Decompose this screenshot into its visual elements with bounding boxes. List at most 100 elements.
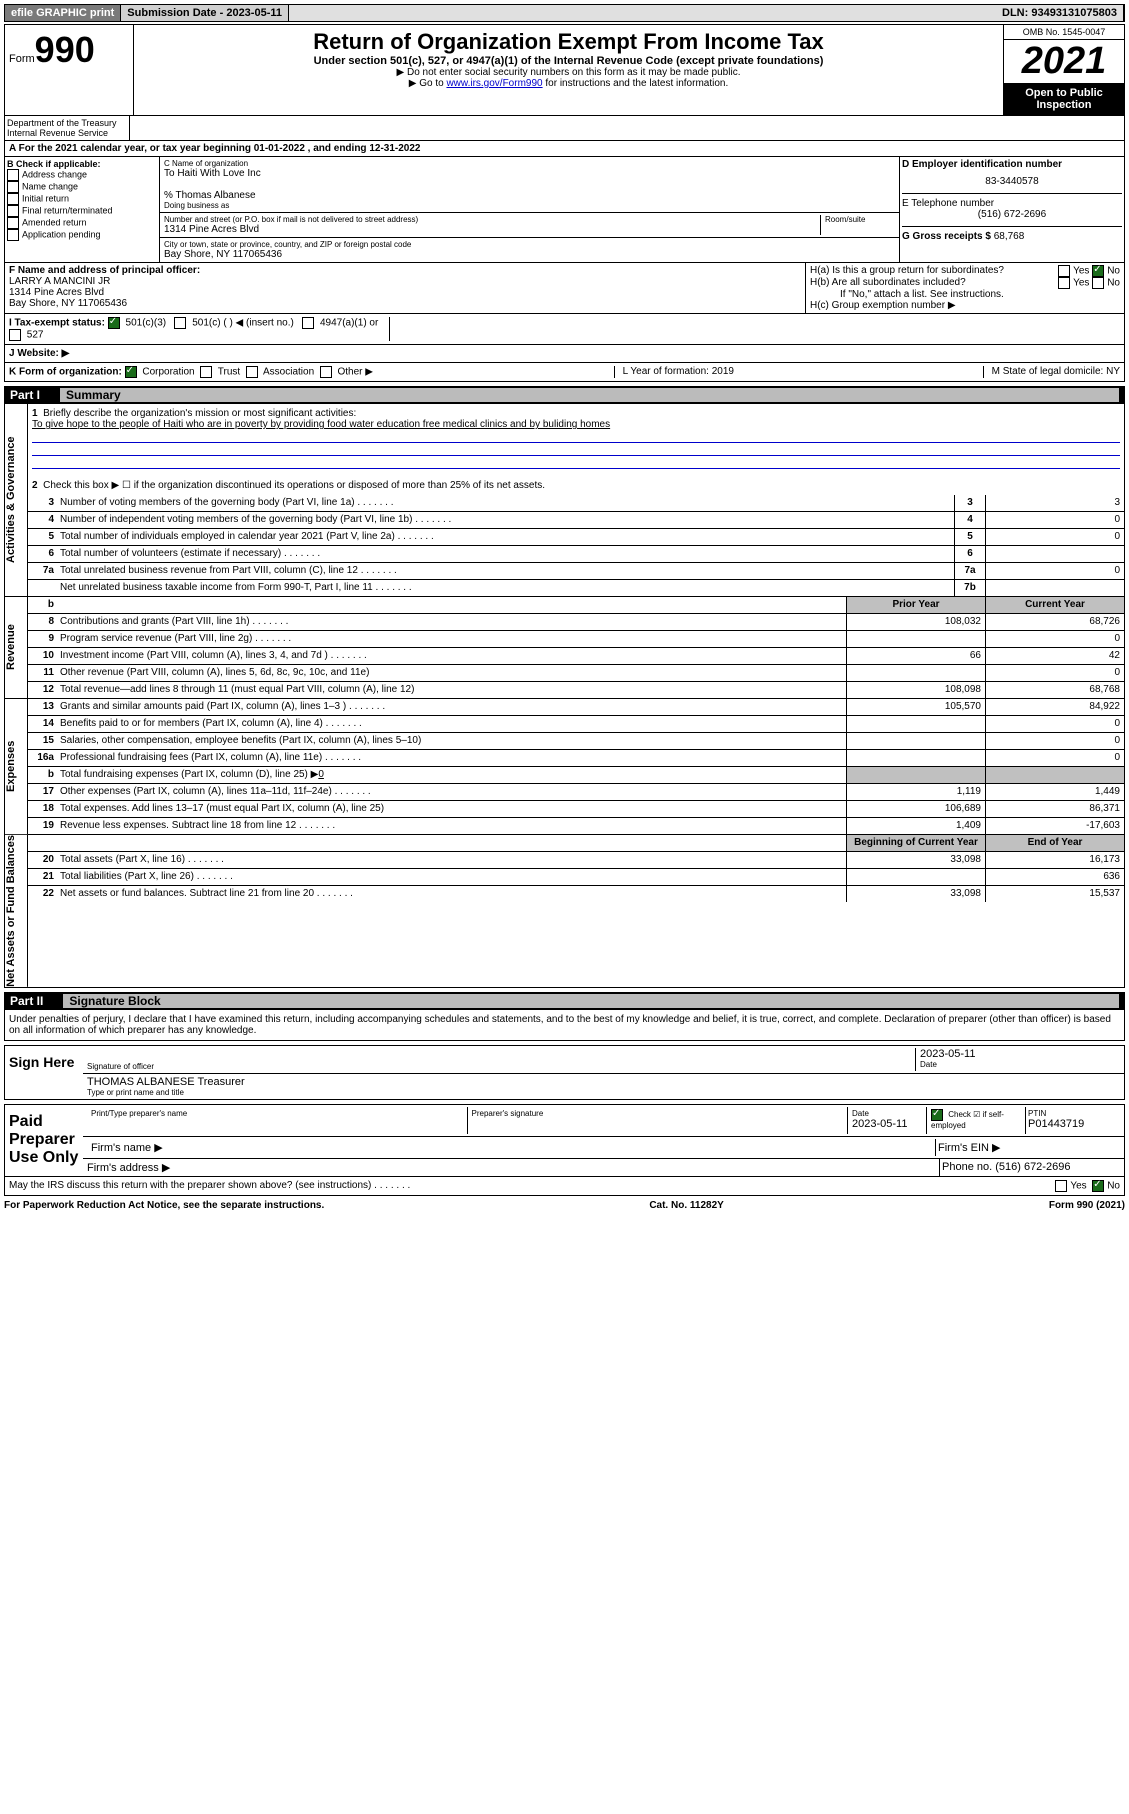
v4: 0 xyxy=(985,512,1124,528)
v6 xyxy=(985,546,1124,562)
cb-trust[interactable] xyxy=(200,366,212,378)
cb-app-pending[interactable] xyxy=(7,229,19,241)
e21: 636 xyxy=(985,869,1124,885)
c15: 0 xyxy=(985,733,1124,749)
cb-name-change[interactable] xyxy=(7,181,19,193)
col-f-officer: F Name and address of principal officer:… xyxy=(5,263,806,313)
cb-discuss-yes[interactable] xyxy=(1055,1180,1067,1192)
sig-date: 2023-05-11 xyxy=(920,1048,1120,1060)
c17: 1,449 xyxy=(985,784,1124,800)
cb-501c[interactable] xyxy=(174,317,186,329)
dept-row: Department of the Treasury Internal Reve… xyxy=(4,116,1125,141)
part1-header: Part ISummary xyxy=(4,386,1125,404)
row-k-form-org: K Form of organization: Corporation Trus… xyxy=(4,363,1125,382)
note-1: ▶ Do not enter social security numbers o… xyxy=(138,67,999,78)
cb-527[interactable] xyxy=(9,329,21,341)
col-d-ein: D Employer identification number 83-3440… xyxy=(900,157,1124,262)
cb-ha-yes[interactable] xyxy=(1058,265,1070,277)
ptin: P01443719 xyxy=(1028,1118,1118,1130)
net-assets-section: Net Assets or Fund Balances Beginning of… xyxy=(4,835,1125,988)
officer-name-title: THOMAS ALBANESE Treasurer xyxy=(87,1076,1120,1088)
p9 xyxy=(846,631,985,647)
page-footer: For Paperwork Reduction Act Notice, see … xyxy=(4,1200,1125,1211)
cb-address-change[interactable] xyxy=(7,169,19,181)
irs-link[interactable]: www.irs.gov/Form990 xyxy=(446,78,542,89)
c10: 42 xyxy=(985,648,1124,664)
cb-501c3[interactable] xyxy=(108,317,120,329)
b21 xyxy=(846,869,985,885)
mission-text: To give hope to the people of Haiti who … xyxy=(32,419,610,430)
signature-block: Under penalties of perjury, I declare th… xyxy=(4,1010,1125,1041)
v3: 3 xyxy=(985,495,1124,511)
row-j-website: J Website: ▶ xyxy=(4,345,1125,363)
open-inspection: Open to Public Inspection xyxy=(1004,83,1124,115)
cb-final-return[interactable] xyxy=(7,205,19,217)
c9: 0 xyxy=(985,631,1124,647)
may-irs-discuss: May the IRS discuss this return with the… xyxy=(4,1177,1125,1196)
cb-assoc[interactable] xyxy=(246,366,258,378)
c16a: 0 xyxy=(985,750,1124,766)
cb-other[interactable] xyxy=(320,366,332,378)
c11: 0 xyxy=(985,665,1124,681)
form-header: Form990 Return of Organization Exempt Fr… xyxy=(4,24,1125,116)
b22: 33,098 xyxy=(846,886,985,902)
cb-self-employed[interactable] xyxy=(931,1109,943,1121)
top-bar: efile GRAPHIC print Submission Date - 20… xyxy=(4,4,1125,22)
row-i-tax-status: I Tax-exempt status: 501(c)(3) 501(c) ( … xyxy=(4,314,1125,345)
v7a: 0 xyxy=(985,563,1124,579)
cb-hb-yes[interactable] xyxy=(1058,277,1070,289)
cb-discuss-no[interactable] xyxy=(1092,1180,1104,1192)
efile-btn[interactable]: efile GRAPHIC print xyxy=(5,5,121,21)
org-name: To Haiti With Love Inc xyxy=(164,168,895,179)
v5: 0 xyxy=(985,529,1124,545)
b20: 33,098 xyxy=(846,852,985,868)
p12: 108,098 xyxy=(846,682,985,698)
cb-hb-no[interactable] xyxy=(1092,277,1104,289)
section-fgh: F Name and address of principal officer:… xyxy=(4,263,1125,314)
part2-header: Part IISignature Block xyxy=(4,992,1125,1010)
activities-governance: Activities & Governance 1 Briefly descri… xyxy=(4,404,1125,597)
form-title: Return of Organization Exempt From Incom… xyxy=(138,29,999,55)
dept-treasury: Department of the Treasury Internal Reve… xyxy=(5,116,130,140)
side-na: Net Assets or Fund Balances xyxy=(5,835,28,987)
expenses-section: Expenses 13Grants and similar amounts pa… xyxy=(4,699,1125,835)
cb-amended[interactable] xyxy=(7,217,19,229)
cb-initial-return[interactable] xyxy=(7,193,19,205)
p15 xyxy=(846,733,985,749)
side-rev: Revenue xyxy=(5,597,28,698)
gross-receipts: 68,768 xyxy=(994,231,1025,242)
row-a-tax-year: A For the 2021 calendar year, or tax yea… xyxy=(4,141,1125,157)
p14 xyxy=(846,716,985,732)
year-formation: L Year of formation: 2019 xyxy=(614,366,742,378)
p10: 66 xyxy=(846,648,985,664)
submission-date: Submission Date - 2023-05-11 xyxy=(121,5,289,21)
p16a xyxy=(846,750,985,766)
c12: 68,768 xyxy=(985,682,1124,698)
c19: -17,603 xyxy=(985,818,1124,834)
v7b xyxy=(985,580,1124,596)
form-number-box: Form990 xyxy=(5,25,134,115)
p8: 108,032 xyxy=(846,614,985,630)
omb-number: OMB No. 1545-0047 xyxy=(1004,25,1124,40)
revenue-section: Revenue bPrior YearCurrent Year 8Contrib… xyxy=(4,597,1125,699)
c14: 0 xyxy=(985,716,1124,732)
col-c-org-info: C Name of organization To Haiti With Lov… xyxy=(160,157,900,262)
care-of: % Thomas Albanese xyxy=(164,190,895,201)
col-h-group: H(a) Is this a group return for subordin… xyxy=(806,263,1124,313)
section-bcd: B Check if applicable: Address change Na… xyxy=(4,157,1125,263)
p19: 1,409 xyxy=(846,818,985,834)
dln: DLN: 93493131075803 xyxy=(996,5,1124,21)
cb-ha-no[interactable] xyxy=(1092,265,1104,277)
e22: 15,537 xyxy=(985,886,1124,902)
c13: 84,922 xyxy=(985,699,1124,715)
side-exp: Expenses xyxy=(5,699,28,834)
cb-4947[interactable] xyxy=(302,317,314,329)
cb-corp[interactable] xyxy=(125,366,137,378)
street-address: 1314 Pine Acres Blvd xyxy=(164,224,820,235)
firm-phone: Phone no. (516) 672-2696 xyxy=(940,1159,1124,1176)
phone: (516) 672-2696 xyxy=(902,209,1122,220)
e20: 16,173 xyxy=(985,852,1124,868)
side-ag: Activities & Governance xyxy=(5,404,28,596)
declaration-text: Under penalties of perjury, I declare th… xyxy=(9,1014,1120,1036)
paid-preparer-block: Paid Preparer Use Only Print/Type prepar… xyxy=(4,1104,1125,1177)
